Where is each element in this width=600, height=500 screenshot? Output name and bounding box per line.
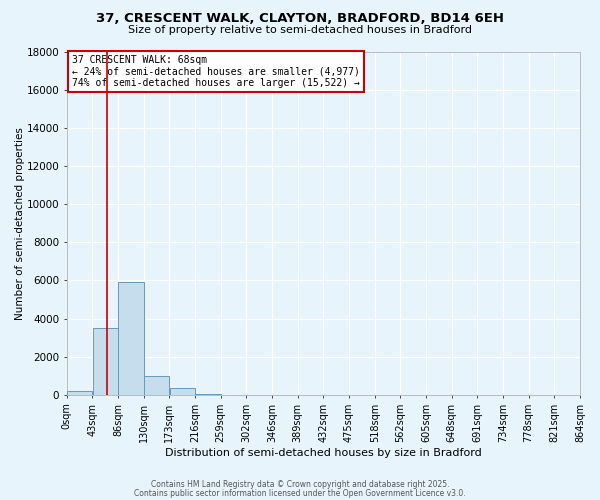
Text: Size of property relative to semi-detached houses in Bradford: Size of property relative to semi-detach… [128,25,472,35]
X-axis label: Distribution of semi-detached houses by size in Bradford: Distribution of semi-detached houses by … [165,448,482,458]
Text: Contains HM Land Registry data © Crown copyright and database right 2025.: Contains HM Land Registry data © Crown c… [151,480,449,489]
Bar [195,394,221,395]
Bar [118,282,143,395]
Bar [67,391,92,395]
Text: 37, CRESCENT WALK, CLAYTON, BRADFORD, BD14 6EH: 37, CRESCENT WALK, CLAYTON, BRADFORD, BD… [96,12,504,26]
Text: Contains public sector information licensed under the Open Government Licence v3: Contains public sector information licen… [134,489,466,498]
Bar [170,388,195,395]
Text: 37 CRESCENT WALK: 68sqm
← 24% of semi-detached houses are smaller (4,977)
74% of: 37 CRESCENT WALK: 68sqm ← 24% of semi-de… [72,55,360,88]
Y-axis label: Number of semi-detached properties: Number of semi-detached properties [15,127,25,320]
Bar [92,328,118,395]
Bar [144,376,169,395]
